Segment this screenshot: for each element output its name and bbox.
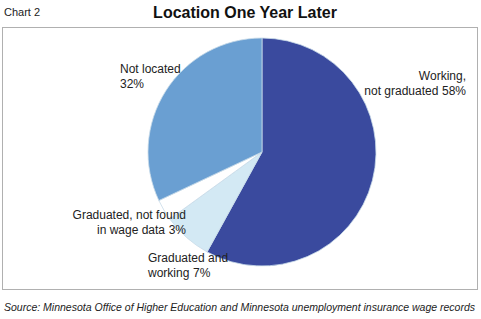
label-line: Working,	[419, 69, 466, 83]
label-line: Graduated and	[148, 251, 228, 265]
title: Location One Year Later	[153, 4, 337, 21]
label-line: Not located	[120, 62, 181, 76]
slice-label: Graduated, not foundin wage data 3%	[73, 208, 187, 237]
value-label: 58%	[442, 84, 466, 98]
label-line: not graduated	[364, 84, 438, 98]
frame	[3, 28, 478, 290]
chart-number: Chart 2	[4, 6, 40, 18]
pie	[148, 38, 376, 266]
slice-label: Working,not graduated 58%	[364, 69, 466, 98]
slice-label: Not located32%	[120, 62, 181, 91]
label-line: Graduated, not found	[73, 208, 186, 222]
value-label: 32%	[120, 77, 144, 91]
chart: Chart 2 Location One Year Later Source: Mi…	[0, 0, 481, 319]
value-label: 7%	[193, 266, 211, 280]
source: Source: Minnesota Office of Higher Educa…	[4, 301, 476, 313]
value-label: 3%	[169, 223, 187, 237]
label-line: in wage data	[97, 223, 165, 237]
slice-label: Graduated andworking 7%	[147, 251, 228, 280]
label-line: working	[147, 266, 189, 280]
